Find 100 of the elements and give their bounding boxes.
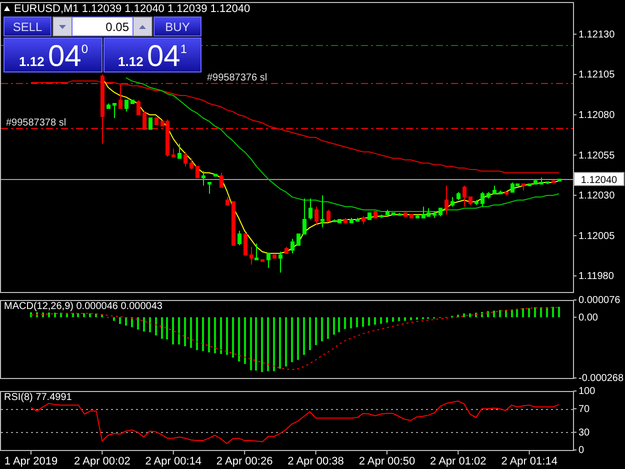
- bar: [362, 317, 364, 327]
- candlestick: [404, 212, 408, 217]
- candlestick: [552, 180, 556, 183]
- x-tick-label: 2 Apr 00:26: [216, 455, 273, 468]
- candlestick: [380, 214, 384, 218]
- price-tag: 1.12040: [574, 172, 624, 186]
- candlestick: [254, 243, 258, 260]
- candlestick: [432, 210, 436, 218]
- y-tick-label: 1.12055: [578, 150, 616, 162]
- bar: [522, 308, 524, 318]
- bar: [172, 317, 174, 344]
- bar: [161, 317, 163, 339]
- bar: [220, 317, 222, 354]
- candlestick: [232, 201, 236, 246]
- candlestick: [272, 254, 276, 259]
- bar: [202, 317, 204, 352]
- candlestick: [278, 251, 282, 274]
- bar: [380, 317, 382, 324]
- candlestick: [302, 198, 306, 234]
- bar: [552, 306, 554, 318]
- candlestick: [492, 185, 496, 194]
- y-tick-label: 1.11980: [578, 271, 614, 282]
- candlestick: [250, 246, 254, 266]
- bar: [392, 317, 394, 322]
- candlestick: [172, 148, 176, 158]
- bar: [493, 310, 495, 318]
- bar: [155, 317, 157, 336]
- candlestick: [238, 230, 242, 246]
- candlestick: [208, 182, 212, 194]
- candlestick: [498, 190, 502, 194]
- bar: [261, 317, 263, 372]
- annotation: 0.05: [106, 20, 130, 34]
- bar: [558, 306, 560, 318]
- x-tick-label: 2 Apr 01:02: [430, 455, 486, 468]
- bar: [374, 317, 376, 325]
- bar: [469, 313, 471, 318]
- bar: [184, 317, 186, 346]
- candlestick: [386, 209, 390, 216]
- bar: [333, 317, 335, 335]
- y-tick-label: -0.000268: [578, 373, 624, 384]
- y-tick-label: 30: [578, 428, 590, 438]
- candlestick: [368, 212, 372, 220]
- candlestick: [374, 210, 378, 218]
- x-tick-label: 1 Apr 2019: [4, 455, 58, 468]
- candlestick: [344, 217, 348, 224]
- annotation: 04$^{1}$: [147, 40, 188, 73]
- bar: [404, 317, 406, 321]
- candlestick: [522, 184, 526, 191]
- bar: [546, 307, 548, 318]
- buy-price-box: 1.12 04$^{1}$: [104, 38, 202, 73]
- sell-button: SELL: [4, 16, 52, 36]
- candlestick: [416, 214, 420, 218]
- y-tick-label: 0.00: [578, 312, 598, 324]
- candlestick: [540, 177, 544, 185]
- x-tick-label: 2 Apr 00:14: [145, 455, 202, 468]
- candlestick: [284, 246, 288, 254]
- candlestick: [504, 192, 508, 196]
- bar: [291, 317, 293, 362]
- candlestick: [314, 206, 318, 225]
- candlestick: [296, 234, 300, 246]
- candlestick: [202, 170, 206, 186]
- candlestick: [220, 172, 224, 188]
- bar: [48, 312, 50, 318]
- candlestick: [326, 209, 330, 222]
- bar: [267, 317, 269, 372]
- candlestick: [184, 151, 188, 167]
- candlestick: [124, 100, 128, 112]
- line-series: [30, 400, 560, 444]
- bar: [226, 317, 228, 355]
- bar: [190, 317, 192, 348]
- chart-title: MACD(12,26,9) 0.000046 0.000043: [4, 301, 163, 312]
- x-tick-label: 2 Apr 00:50: [358, 455, 416, 468]
- bar: [540, 307, 542, 318]
- y-tick-label: 100: [578, 386, 596, 398]
- bar: [208, 317, 210, 352]
- bar: [244, 317, 246, 364]
- bar: [309, 317, 311, 350]
- bar: [149, 317, 151, 332]
- bar: [255, 317, 257, 371]
- candlestick: [438, 208, 442, 217]
- buy-button: BUY: [154, 16, 202, 36]
- annotation: 04$^{0}$: [48, 40, 88, 73]
- bar: [54, 312, 56, 318]
- candlestick: [456, 192, 460, 201]
- candlestick: [474, 200, 478, 206]
- bar: [297, 317, 299, 360]
- bar: [487, 311, 489, 318]
- bar: [279, 317, 281, 369]
- bar: [398, 317, 400, 322]
- y-tick-label: 1.12130: [578, 29, 616, 40]
- annotation: SELL: [12, 20, 42, 34]
- candlestick: [534, 178, 538, 185]
- candlestick: [260, 259, 264, 262]
- candlestick: [130, 100, 134, 104]
- bar: [89, 313, 91, 318]
- annotation: 1.12: [118, 54, 144, 69]
- y-tick-label: 0: [578, 445, 584, 456]
- candlestick: [468, 196, 472, 206]
- bar: [368, 317, 370, 326]
- bar: [321, 317, 323, 342]
